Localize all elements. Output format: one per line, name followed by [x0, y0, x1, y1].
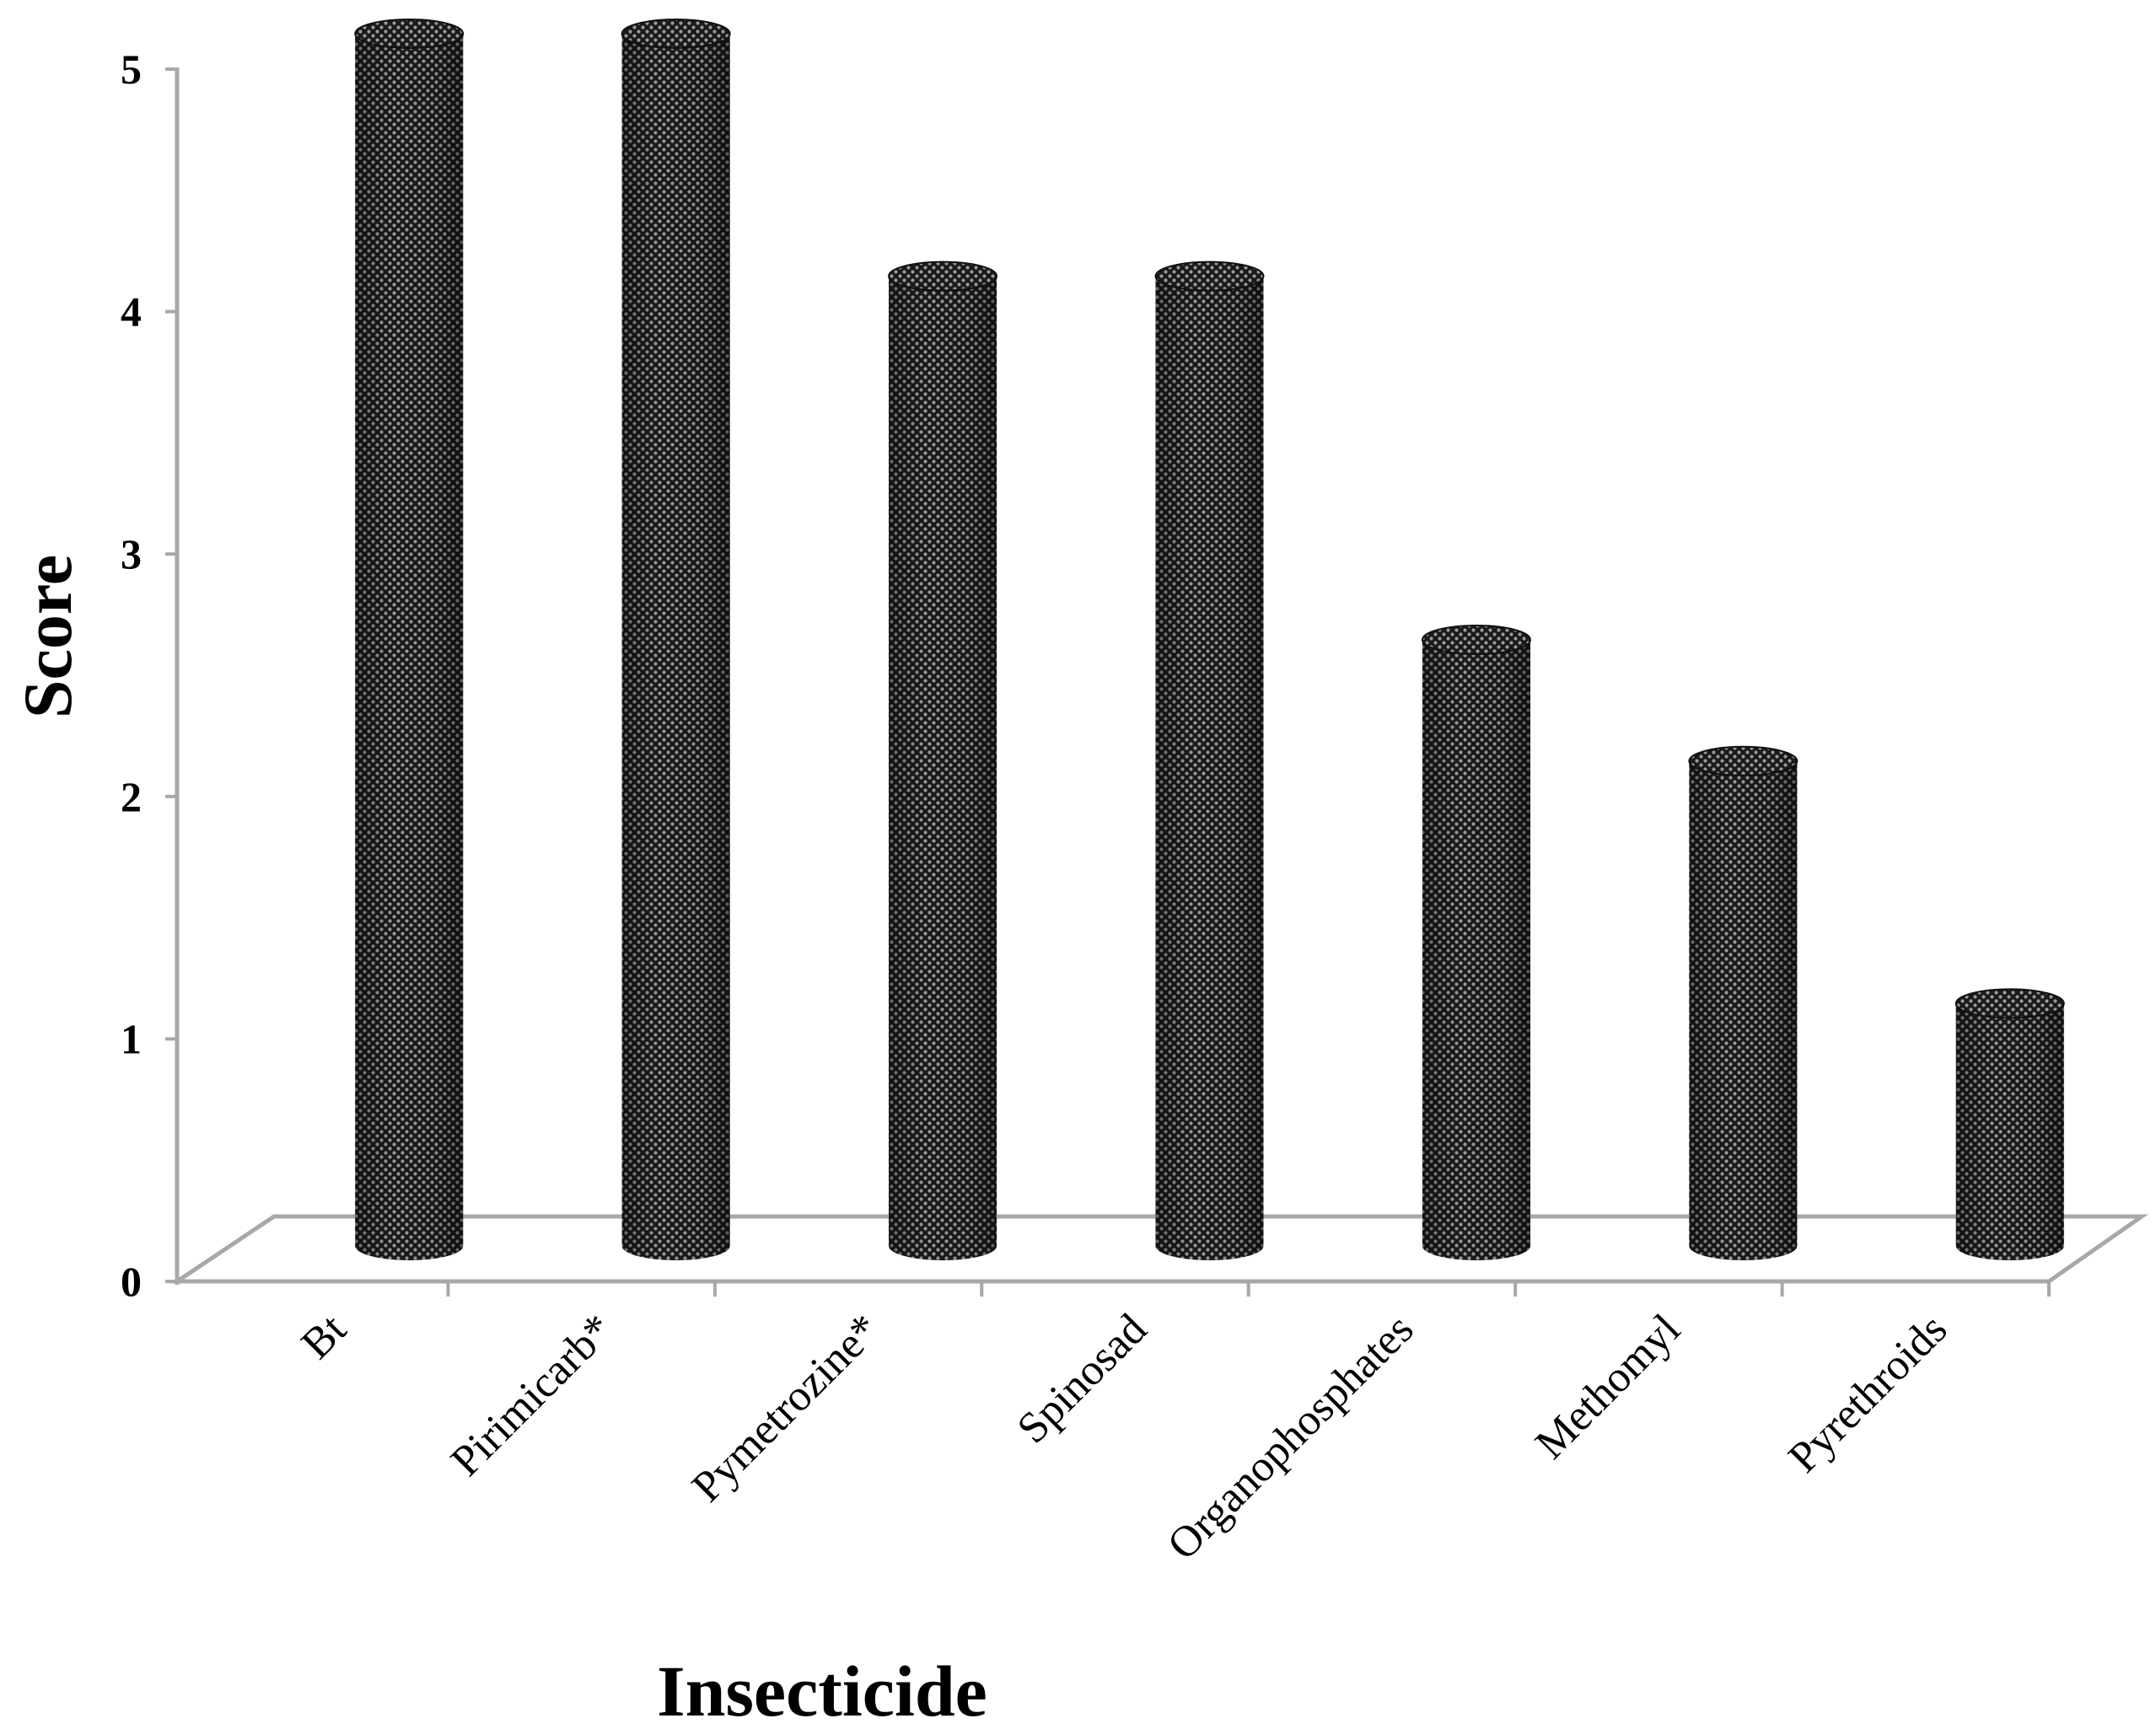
y-tick-label-5: 5: [121, 46, 142, 93]
bar-shade-2: [889, 276, 997, 1261]
x-tick-label-4: Organophosphates: [1159, 1305, 1422, 1569]
bar-shade-1: [621, 34, 730, 1260]
bar-3: [1154, 260, 1265, 1261]
bar-top-5: [1688, 745, 1798, 776]
x-tick-label-1: Pirimicarb*: [442, 1305, 622, 1485]
y-tick-label-0: 0: [121, 1258, 142, 1305]
bar-1: [621, 19, 731, 1260]
bar-top-6: [1954, 988, 2065, 1019]
y-tick-label-4: 4: [121, 288, 142, 336]
bar-top-3: [1154, 260, 1265, 292]
y-tick-label-2: 2: [121, 773, 142, 820]
bars-layer: [354, 19, 2065, 1261]
y-tick-label-1: 1: [121, 1015, 142, 1062]
bar-5: [1688, 745, 1798, 1260]
bar-top-2: [888, 260, 998, 292]
bar-shade-4: [1422, 640, 1530, 1260]
bar-top-1: [621, 19, 731, 49]
bar-2: [888, 260, 998, 1261]
bar-top-0: [354, 19, 465, 49]
bar-shade-5: [1689, 760, 1798, 1260]
bar-6: [1954, 988, 2065, 1260]
bar-4: [1421, 625, 1531, 1260]
bar-shade-3: [1155, 276, 1264, 1261]
x-axis-title: Insecticide: [657, 1651, 987, 1729]
bar-top-4: [1421, 625, 1531, 655]
bar-shade-0: [355, 34, 464, 1260]
floor-plane: [169, 1214, 2148, 1284]
y-axis-title: Score: [9, 555, 86, 718]
x-tick-label-2: Pymetrozine*: [683, 1305, 890, 1512]
x-tick-label-3: Spinosad: [1008, 1305, 1156, 1452]
y-tick-label-3: 3: [121, 530, 142, 577]
x-tick-label-0: Bt: [293, 1305, 356, 1368]
bar-0: [354, 19, 465, 1260]
axes-layer: [165, 67, 2148, 1297]
bar-shade-6: [1955, 1003, 2064, 1260]
x-tick-label-6: Pyrethroids: [1779, 1305, 1956, 1482]
x-tick-label-5: Methomyl: [1526, 1305, 1690, 1469]
